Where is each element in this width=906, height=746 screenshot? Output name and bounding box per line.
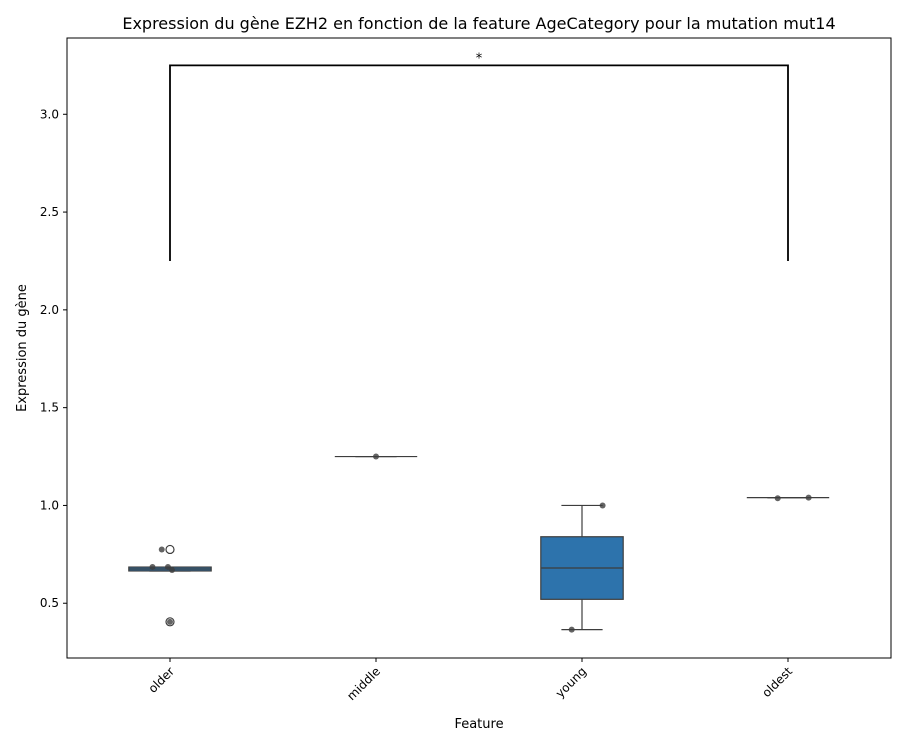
y-axis: 0.5 1.0 1.5 2.0 2.5 3.0 [40,107,67,610]
data-point [167,618,173,625]
box-middle [334,453,418,460]
y-axis-label: Expression du gène [15,284,30,412]
y-tick-label: 2.0 [40,303,59,317]
y-tick-label: 3.0 [40,107,59,121]
outlier-point [165,544,175,555]
data-point [568,626,575,633]
data-point [158,546,165,553]
data-point [149,564,156,571]
x-axis-label: Feature [454,717,503,732]
x-tick-label-young: young [553,664,589,700]
data-point [805,494,812,501]
data-point [599,502,606,509]
plot-frame [66,37,892,659]
y-tick-label: 1.5 [40,401,59,415]
x-tick-label-oldest: oldest [759,664,795,700]
significance-bracket [169,64,789,261]
data-point [774,495,781,502]
data-point [373,453,379,460]
y-tick-label: 1.0 [40,498,59,512]
x-tick-label-older: older [146,664,178,696]
box-young [540,502,624,633]
y-tick-label: 2.5 [40,205,59,219]
data-point [169,566,176,573]
box-oldest [746,494,830,502]
significance-label: * [476,51,483,66]
x-tick-label-middle: middle [344,664,383,703]
chart-title: Expression du gène EZH2 en fonction de l… [122,14,835,33]
box-older [128,544,212,627]
y-tick-label: 0.5 [40,596,59,610]
x-axis: older middle young oldest [146,658,795,703]
